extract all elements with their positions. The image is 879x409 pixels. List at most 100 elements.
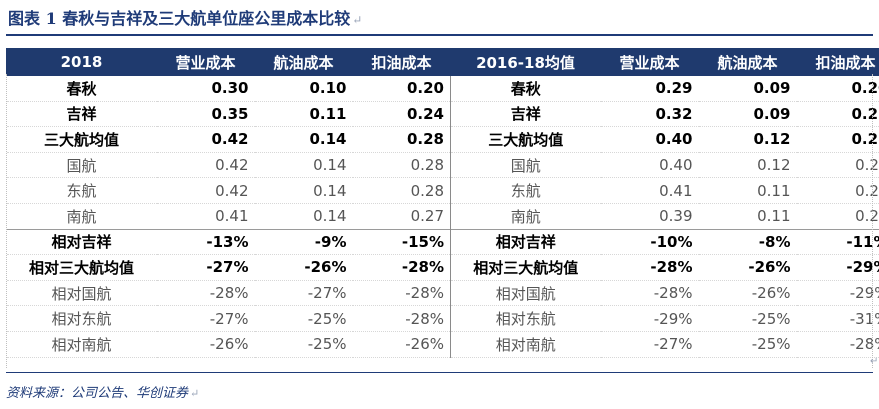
value-cell: 0.24: [352, 101, 451, 128]
value-cell: -25%: [254, 305, 353, 332]
row-label-cell: 相对东航: [450, 305, 601, 332]
value-cell: 0.40: [600, 152, 699, 179]
row-label-cell: 吉祥: [6, 101, 157, 128]
value-cell: -29%: [796, 280, 879, 307]
header-cell: 营业成本: [156, 48, 255, 76]
row-label-cell: 东航: [6, 177, 157, 204]
row-label-cell: 相对国航: [6, 280, 157, 307]
value-cell: -10%: [600, 228, 699, 256]
value-cell: 0.42: [156, 152, 255, 179]
row-label-cell: 国航: [450, 152, 601, 179]
value-cell: -26%: [698, 280, 797, 307]
table-row: 相对吉祥-13%-9%-15%相对吉祥-10%-8%-11%: [6, 228, 879, 256]
value-cell: 0.30: [156, 75, 255, 102]
source-note: 资料来源：公司公告、华创证券 ↵: [6, 382, 199, 401]
cost-comparison-table: 2018 营业成本 航油成本 扣油成本 2016-18均值 营业成本 航油成本 …: [6, 48, 879, 358]
value-cell: 0.41: [156, 203, 255, 230]
table-row: 相对国航-28%-27%-28%相对国航-28%-26%-29%: [6, 280, 879, 307]
value-cell: 0.11: [254, 101, 353, 128]
value-cell: -28%: [600, 254, 699, 281]
value-cell: -28%: [600, 280, 699, 307]
table-header-row: 2018 营业成本 航油成本 扣油成本 2016-18均值 营业成本 航油成本 …: [6, 48, 879, 76]
row-label-cell: 吉祥: [450, 101, 601, 128]
table-left-border: [6, 74, 8, 368]
value-cell: 0.28: [796, 203, 879, 230]
figure-title: 图表 1 春秋与吉祥及三大航单位座公里成本比较 ↵: [8, 6, 362, 32]
row-label-cell: 南航: [450, 203, 601, 230]
value-cell: 0.20: [352, 75, 451, 102]
value-cell: -29%: [796, 254, 879, 281]
value-cell: -28%: [352, 305, 451, 332]
header-cell: 2018: [6, 48, 157, 76]
header-cell: 2016-18均值: [450, 48, 601, 76]
header-cell: 扣油成本: [352, 48, 451, 76]
value-cell: -28%: [156, 280, 255, 307]
table-bottom-divider: [6, 372, 873, 373]
value-cell: -26%: [352, 331, 451, 358]
header-cell: 航油成本: [698, 48, 797, 76]
row-label-cell: 春秋: [450, 75, 601, 102]
header-cell: 营业成本: [600, 48, 699, 76]
value-cell: 0.28: [796, 152, 879, 179]
value-cell: -9%: [254, 228, 353, 256]
value-cell: 0.32: [600, 101, 699, 128]
table-row: 相对东航-27%-25%-28%相对东航-29%-25%-31%: [6, 305, 879, 332]
value-cell: 0.20: [796, 75, 879, 102]
value-cell: 0.41: [600, 177, 699, 204]
value-cell: 0.42: [156, 177, 255, 204]
value-cell: -26%: [156, 331, 255, 358]
row-label-cell: 国航: [6, 152, 157, 179]
value-cell: -25%: [254, 331, 353, 358]
value-cell: 0.23: [796, 101, 879, 128]
row-label-cell: 相对吉祥: [6, 228, 157, 256]
table-row: 相对三大航均值-27%-26%-28%相对三大航均值-28%-26%-29%: [6, 254, 879, 281]
value-cell: -26%: [698, 254, 797, 281]
value-cell: 0.14: [254, 152, 353, 179]
row-label-cell: 相对吉祥: [450, 228, 601, 256]
value-cell: -25%: [698, 305, 797, 332]
value-cell: 0.14: [254, 126, 353, 153]
row-label-cell: 相对国航: [450, 280, 601, 307]
paragraph-mark-icon: ↵: [190, 387, 200, 400]
value-cell: 0.12: [698, 126, 797, 153]
source-note-text: 资料来源：公司公告、华创证券: [6, 386, 189, 401]
value-cell: -28%: [352, 254, 451, 281]
value-cell: -27%: [156, 254, 255, 281]
value-cell: 0.14: [254, 177, 353, 204]
row-label-cell: 相对南航: [6, 331, 157, 358]
value-cell: -8%: [698, 228, 797, 256]
paragraph-mark-icon: ↵: [870, 356, 879, 367]
value-cell: 0.10: [254, 75, 353, 102]
value-cell: 0.11: [698, 177, 797, 204]
row-label-cell: 相对三大航均值: [6, 254, 157, 281]
value-cell: -27%: [600, 331, 699, 358]
value-cell: 0.09: [698, 101, 797, 128]
figure-title-text: 图表 1 春秋与吉祥及三大航单位座公里成本比较: [8, 9, 351, 28]
value-cell: 0.14: [254, 203, 353, 230]
value-cell: 0.29: [600, 75, 699, 102]
value-cell: 0.28: [796, 126, 879, 153]
value-cell: 0.29: [796, 177, 879, 204]
row-label-cell: 相对三大航均值: [450, 254, 601, 281]
row-label-cell: 三大航均值: [6, 126, 157, 153]
row-label-cell: 三大航均值: [450, 126, 601, 153]
paragraph-mark-icon: ↵: [352, 13, 363, 27]
value-cell: -13%: [156, 228, 255, 256]
row-label-cell: 春秋: [6, 75, 157, 102]
value-cell: 0.11: [698, 203, 797, 230]
header-cell: 扣油成本: [796, 48, 879, 76]
value-cell: -28%: [352, 280, 451, 307]
value-cell: -27%: [254, 280, 353, 307]
header-cell: 航油成本: [254, 48, 353, 76]
value-cell: 0.35: [156, 101, 255, 128]
value-cell: -26%: [254, 254, 353, 281]
value-cell: -29%: [600, 305, 699, 332]
value-cell: -25%: [698, 331, 797, 358]
table-right-border: [872, 74, 874, 368]
value-cell: 0.09: [698, 75, 797, 102]
value-cell: 0.42: [156, 126, 255, 153]
